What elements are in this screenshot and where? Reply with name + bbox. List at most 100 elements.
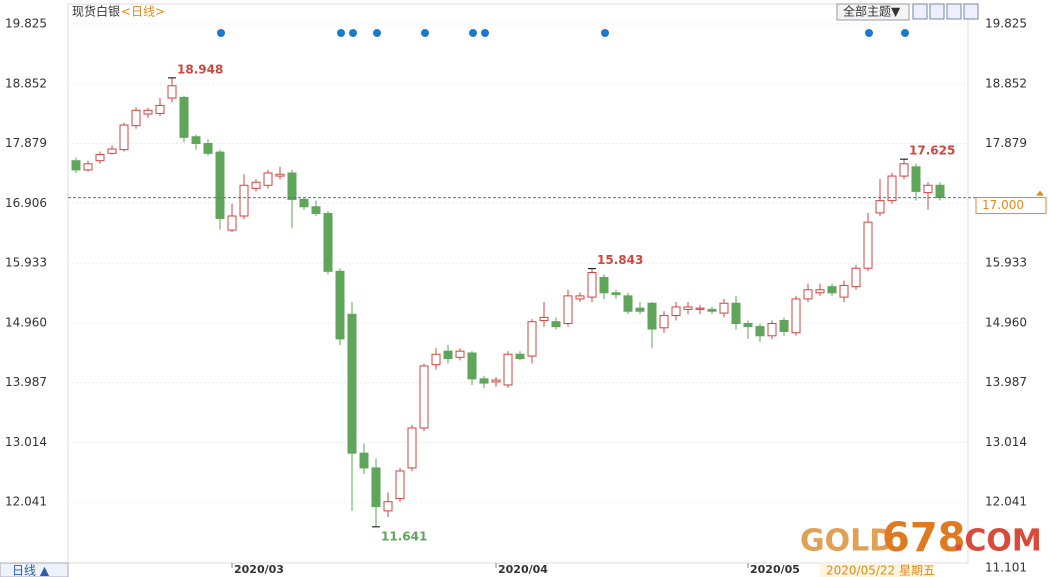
- candle-body: [863, 221, 873, 269]
- candle-body: [371, 467, 381, 508]
- y-tick-label-right: 12.041: [985, 495, 1027, 509]
- candle-body: [203, 143, 213, 154]
- candle-body: [911, 166, 921, 192]
- y-tick-label-left: 14.960: [5, 315, 47, 329]
- candle-body: [311, 206, 321, 215]
- candle-body: [239, 184, 249, 217]
- candle-body: [71, 160, 81, 171]
- candle-body: [779, 319, 789, 333]
- next[interactable]: [946, 3, 962, 20]
- event-dot[interactable]: [373, 29, 381, 37]
- candle-body: [635, 307, 645, 312]
- period-link[interactable]: <日线>: [121, 5, 165, 19]
- candle-body: [851, 267, 861, 288]
- candle-body: [419, 365, 429, 429]
- candle-body: [479, 378, 489, 384]
- zoom-out[interactable]: [929, 3, 945, 20]
- y-tick-label-right: 18.852: [985, 76, 1027, 90]
- candle-body: [611, 292, 621, 296]
- zoom-in[interactable]: [912, 3, 928, 20]
- candle-body: [287, 172, 297, 200]
- event-dot[interactable]: [469, 29, 477, 37]
- end[interactable]: [963, 3, 979, 20]
- candle-body: [119, 124, 129, 151]
- event-dot[interactable]: [421, 29, 429, 37]
- y-tick-label-right: 14.960: [985, 315, 1027, 329]
- candle-body: [491, 379, 501, 383]
- y-tick-label-right: 13.014: [985, 435, 1027, 449]
- candle-body: [755, 326, 765, 337]
- candle-body: [83, 163, 93, 171]
- candle-body: [563, 295, 573, 325]
- y-tick-label-right: 19.825: [985, 17, 1027, 31]
- candle-body: [515, 353, 525, 360]
- symbol: 现货白银: [72, 4, 120, 19]
- extreme-label: 15.843: [597, 253, 643, 267]
- y-tick-label-left: 16.906: [5, 196, 47, 210]
- candle-body: [167, 85, 177, 99]
- candle-body: [251, 181, 261, 189]
- last-price-box: [975, 197, 1047, 215]
- candle-body: [143, 109, 153, 115]
- event-dot[interactable]: [601, 29, 609, 37]
- candle-body: [179, 96, 189, 138]
- x-tick-label: 2020/05: [750, 563, 800, 576]
- candle-body: [215, 151, 225, 219]
- candle-body: [719, 302, 729, 314]
- y-tick-label-left: 13.014: [5, 435, 47, 449]
- candle-body: [551, 321, 561, 328]
- watermark-digits: 678: [882, 515, 966, 561]
- y-tick-label-left: 13.987: [5, 375, 47, 389]
- candle-body: [527, 321, 537, 357]
- candle-body: [791, 298, 801, 334]
- period-button[interactable]: [0, 562, 69, 577]
- candle-body: [383, 501, 393, 512]
- event-dot[interactable]: [481, 29, 489, 37]
- candle-body: [767, 323, 777, 337]
- candle-body: [335, 270, 345, 340]
- event-dot[interactable]: [337, 29, 345, 37]
- candle-body: [131, 109, 141, 127]
- theme-button[interactable]: [836, 3, 910, 21]
- candle-body: [623, 295, 633, 312]
- y-tick-label-left: 17.879: [5, 136, 47, 150]
- y-tick-label-left: 18.852: [5, 76, 47, 90]
- candle-body: [899, 163, 909, 177]
- candle-body: [299, 198, 309, 208]
- candle-body: [923, 184, 933, 194]
- event-dot[interactable]: [217, 29, 225, 37]
- candle-body: [455, 350, 465, 358]
- candle-body: [431, 353, 441, 366]
- candle-body: [935, 184, 945, 199]
- candle-body: [587, 272, 597, 298]
- plot-frame: [67, 3, 969, 564]
- x-tick-label: 2020/03: [234, 563, 284, 576]
- event-dots: [217, 29, 909, 37]
- candle-body: [839, 284, 849, 298]
- y-tick-label-left: 15.933: [5, 256, 47, 270]
- y-tick-label-right: 17.879: [985, 136, 1027, 150]
- candle-body: [875, 200, 885, 214]
- candle-body: [827, 286, 837, 294]
- candle-body: [575, 295, 585, 300]
- y-tick-label-right: 13.987: [985, 375, 1027, 389]
- candle-body: [887, 175, 897, 202]
- candle-body: [695, 307, 705, 310]
- y-tick-label-left: 19.825: [5, 17, 47, 31]
- candle-body: [659, 315, 669, 329]
- candle-body: [443, 350, 453, 360]
- event-dot[interactable]: [349, 29, 357, 37]
- cursor-date: 2020/05/22 星期五: [826, 564, 935, 577]
- candle-body: [503, 353, 513, 386]
- candle-body: [407, 427, 417, 469]
- theme-label[interactable]: 全部主题▼: [843, 4, 901, 19]
- period-button-label[interactable]: 日线 ▲: [12, 564, 50, 577]
- y-min-label: 11.101: [985, 561, 1027, 575]
- candle-body: [743, 323, 753, 328]
- event-dot[interactable]: [901, 29, 909, 37]
- event-dot[interactable]: [865, 29, 873, 37]
- candle-body: [263, 172, 273, 186]
- last-price-label: 17.000: [982, 198, 1024, 212]
- candle-body: [359, 452, 369, 469]
